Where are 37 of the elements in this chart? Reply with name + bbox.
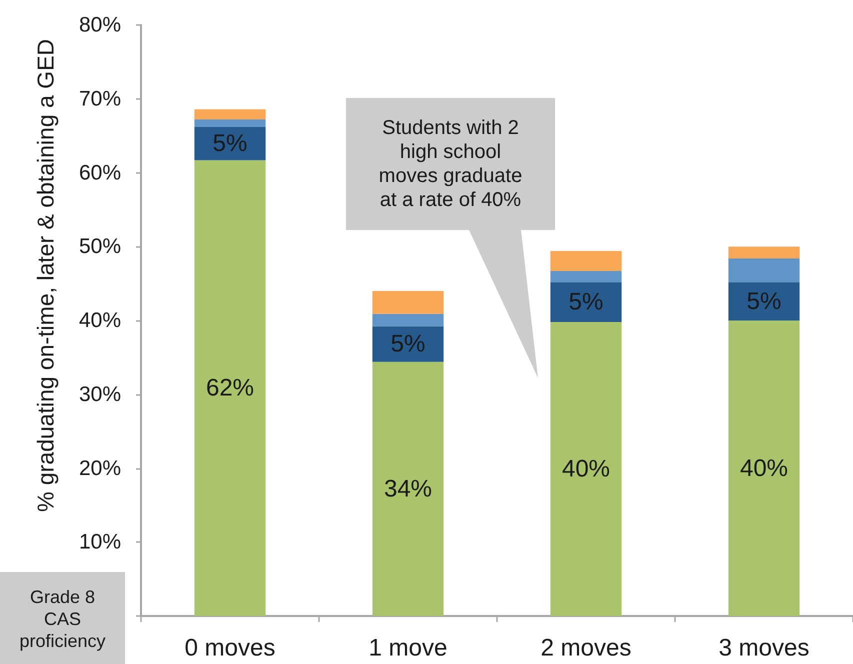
data-label: 5% — [746, 288, 782, 315]
bar — [728, 282, 800, 320]
annotation: Students with 2 high school moves graduate at a rate of 40% — [378, 116, 524, 212]
data-label: 40% — [562, 455, 610, 482]
bar — [728, 246, 800, 258]
x-tick-label: 2 moves — [540, 634, 632, 662]
bar — [372, 290, 444, 314]
x-tick-label: 1 move — [368, 634, 448, 662]
bar — [550, 322, 622, 616]
y-tick-label: 30% — [78, 382, 121, 406]
bar — [372, 314, 444, 326]
bar — [194, 109, 266, 120]
note-box: Grade 8 CAS proficiency — [0, 572, 125, 664]
y-axis-title: % graduating on-time, later & obtaining a GED — [32, 38, 58, 512]
data-label: 5% — [212, 130, 248, 158]
bar — [550, 282, 622, 322]
data-label: 34% — [384, 475, 432, 502]
bar — [550, 271, 622, 282]
y-tick-label: 10% — [78, 530, 121, 554]
bar — [728, 320, 800, 616]
bar — [194, 120, 266, 127]
y-tick-label: 60% — [78, 161, 121, 184]
data-label: 5% — [568, 288, 604, 316]
y-tick-label: 50% — [78, 235, 121, 258]
x-tick-label: 0 moves — [184, 634, 276, 662]
bar — [728, 258, 800, 282]
bar — [194, 160, 266, 616]
y-tick-label: 80% — [78, 14, 121, 36]
y-tick-label: 20% — [78, 456, 121, 480]
x-tick-label: 3 moves — [718, 634, 810, 662]
bar — [550, 251, 622, 272]
data-label: 40% — [740, 454, 788, 482]
data-label: 62% — [206, 374, 254, 402]
y-tick-label: 40% — [78, 309, 121, 332]
data-label: 5% — [390, 330, 426, 358]
bar — [372, 326, 444, 362]
y-tick-label: 70% — [78, 87, 121, 110]
